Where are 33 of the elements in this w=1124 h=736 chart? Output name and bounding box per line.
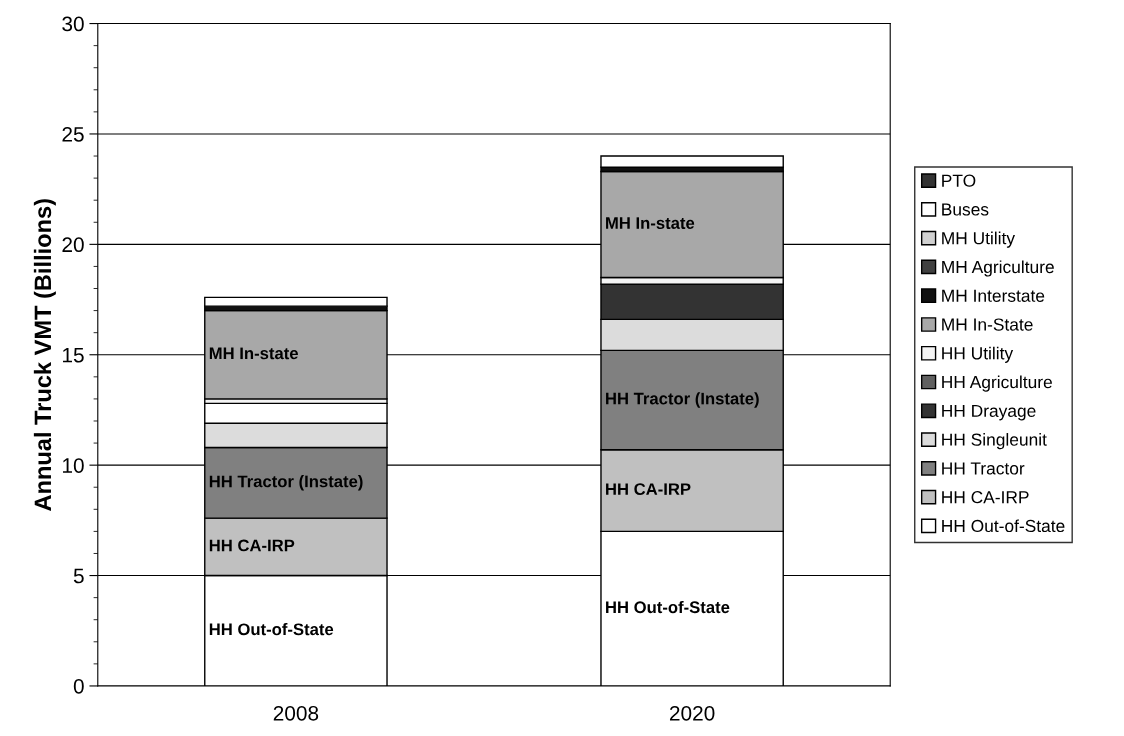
y-tick-label: 0 bbox=[73, 678, 84, 694]
legend-label: MH Agriculture bbox=[942, 260, 1054, 277]
y-tick-label: 30 bbox=[62, 16, 84, 32]
data-label: HH Tractor (Instate) bbox=[606, 392, 759, 408]
bar bbox=[600, 155, 784, 168]
data-label: MH In-state bbox=[209, 347, 298, 360]
legend-label: MH Interstate bbox=[942, 289, 1045, 302]
legend-label: HH Utility bbox=[942, 346, 1014, 363]
legend-label: HH Out-of-State bbox=[942, 519, 1065, 533]
legend-label: HH Tractor bbox=[942, 462, 1025, 475]
data-label: HH Out-of-State bbox=[209, 622, 334, 636]
y-tick-label: 25 bbox=[62, 126, 84, 142]
legend-label: HH Drayage bbox=[942, 404, 1036, 421]
data-label: MH In-state bbox=[606, 217, 695, 229]
legend-label: HH CA-IRP bbox=[942, 491, 1029, 504]
legend-label: MH In-State bbox=[942, 318, 1033, 331]
y-tick-label: 15 bbox=[63, 347, 84, 363]
y-axis-title: Annual Truck VMT (Billions) bbox=[33, 199, 56, 511]
x-tick-label: 2020 bbox=[669, 705, 715, 721]
y-tick-label: 10 bbox=[63, 458, 84, 473]
legend-label: HH Singleunit bbox=[942, 433, 1047, 450]
legend-label: PTO bbox=[942, 174, 976, 187]
legend-label: HH Agriculture bbox=[942, 375, 1052, 392]
data-label: HH CA-IRP bbox=[209, 539, 295, 552]
data-label: HH CA-IRP bbox=[606, 483, 691, 496]
y-tick-label: 5 bbox=[73, 568, 84, 584]
data-label: HH Tractor (Instate) bbox=[209, 475, 363, 491]
legend-label: MH Utility bbox=[942, 231, 1016, 248]
x-tick-label: 2008 bbox=[273, 705, 319, 721]
legend-label: Buses bbox=[942, 203, 989, 216]
y-tick-label: 20 bbox=[62, 237, 84, 253]
data-label: HH Out-of-State bbox=[606, 600, 730, 614]
bar bbox=[204, 296, 388, 307]
